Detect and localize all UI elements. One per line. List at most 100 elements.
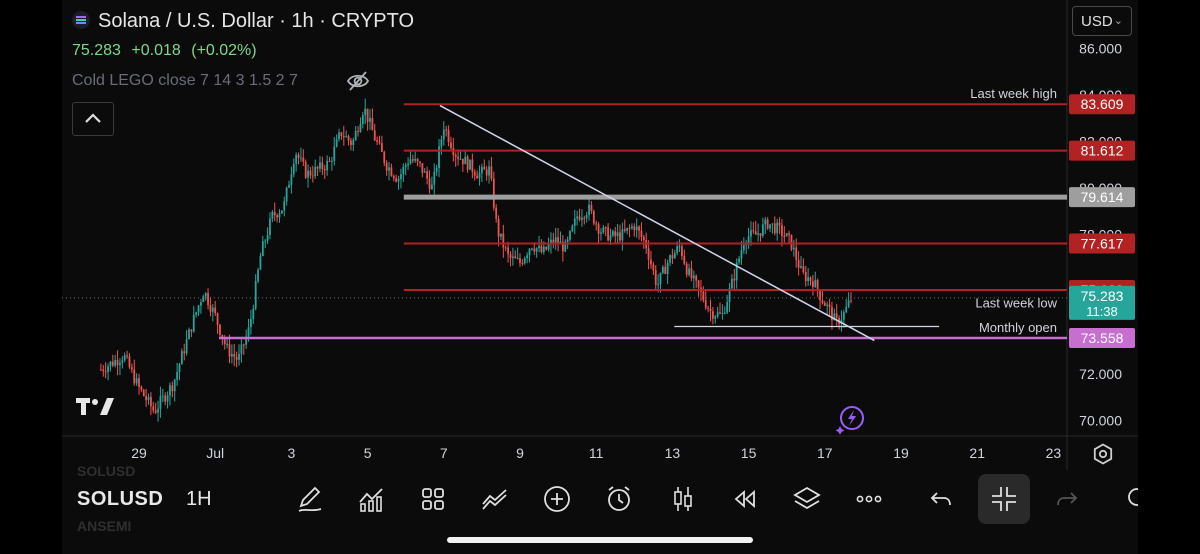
- candle-body: [395, 178, 398, 182]
- chart-title-text: Solana / U.S. Dollar · 1h · CRYPTO: [98, 10, 415, 32]
- layout-icon[interactable]: [418, 484, 448, 514]
- replay-icon[interactable]: [730, 484, 760, 514]
- candle-body: [602, 227, 605, 233]
- currency-select[interactable]: USD ⌄: [1072, 6, 1132, 36]
- candle-body: [564, 242, 567, 252]
- candle-body: [164, 395, 167, 402]
- search-icon[interactable]: [1122, 484, 1138, 514]
- candle-body: [528, 249, 531, 256]
- candle-body: [297, 154, 300, 158]
- candle-body: [735, 262, 738, 281]
- candle-body: [440, 139, 443, 147]
- candle-body: [519, 257, 521, 263]
- candle-body: [804, 271, 807, 282]
- candle-body: [200, 302, 202, 306]
- fullscreen-exit-button[interactable]: [978, 474, 1030, 524]
- candle-body: [816, 280, 819, 291]
- candle-body: [302, 157, 305, 162]
- candle-body: [764, 219, 767, 225]
- level-price-tag: [1069, 140, 1135, 161]
- symbol-button[interactable]: SOLUSD: [77, 488, 164, 510]
- redo-icon[interactable]: [1052, 484, 1082, 514]
- x-tick-label: 21: [969, 445, 985, 461]
- pencil-icon[interactable]: [295, 484, 325, 514]
- x-tick-label: 5: [364, 445, 372, 461]
- candle-body: [442, 129, 445, 140]
- candle-body: [781, 225, 783, 237]
- candle-body: [752, 230, 755, 232]
- x-tick-label: 29: [131, 445, 147, 461]
- candle-body: [204, 293, 207, 297]
- candle-body: [419, 161, 421, 164]
- price-chart[interactable]: 86.00084.00082.00080.00078.00072.00070.0…: [62, 0, 1138, 470]
- candle-body: [578, 216, 581, 220]
- candle-body: [802, 266, 805, 272]
- settings-icon[interactable]: [1092, 443, 1114, 465]
- candle-body: [473, 171, 476, 176]
- candle-body: [685, 263, 688, 275]
- candle-body: [547, 244, 550, 250]
- candle-body: [842, 312, 845, 320]
- candle-body: [380, 143, 383, 152]
- candle-body: [145, 396, 148, 401]
- candle-body: [676, 246, 679, 253]
- candle-body: [366, 108, 369, 122]
- candles-icon[interactable]: [668, 484, 698, 514]
- indicator-legend[interactable]: Cold LEGO close 7 14 3 1.5 2 7: [72, 72, 298, 89]
- candle-body: [621, 229, 624, 241]
- candle-body: [635, 226, 638, 230]
- candle-body: [626, 227, 629, 231]
- candle-body: [454, 154, 457, 157]
- candle-body: [214, 307, 217, 314]
- compare-icon[interactable]: [480, 484, 510, 514]
- chevron-up-icon: [85, 113, 101, 123]
- candle-body: [742, 245, 745, 251]
- candle-body: [245, 336, 248, 345]
- x-tick-label: 15: [741, 445, 757, 461]
- undo-icon[interactable]: [926, 484, 956, 514]
- layers-icon[interactable]: [792, 484, 822, 514]
- candle-body: [566, 239, 569, 243]
- x-tick-label: 17: [817, 445, 833, 461]
- interval-button[interactable]: 1H: [186, 488, 212, 510]
- candle-body: [623, 229, 626, 231]
- candle-body: [788, 233, 790, 235]
- candle-body: [773, 223, 776, 234]
- indicators-icon[interactable]: [356, 484, 386, 514]
- candle-body: [678, 246, 681, 248]
- candle-body: [819, 290, 821, 301]
- candle-body: [511, 256, 514, 258]
- ghost-symbol-top: SOLUSD: [77, 463, 136, 479]
- candle-body: [271, 211, 274, 219]
- y-tick-label: 86.000: [1079, 41, 1122, 57]
- candle-body: [321, 162, 324, 170]
- candle-body: [171, 385, 174, 392]
- candle-body: [464, 156, 467, 165]
- alarm-icon[interactable]: [604, 484, 634, 514]
- level-name: Last week high: [970, 86, 1057, 101]
- candle-body: [504, 247, 507, 249]
- more-icon[interactable]: [854, 484, 884, 514]
- candle-body: [688, 268, 690, 275]
- candle-body: [345, 136, 348, 138]
- candle-body: [490, 166, 493, 179]
- level-price-tag: [1069, 233, 1135, 254]
- candle-body: [459, 158, 462, 160]
- candle-body: [238, 353, 240, 360]
- candle-body: [390, 167, 393, 176]
- candle-body: [850, 300, 852, 302]
- bolt-icon[interactable]: [836, 404, 866, 434]
- candle-body: [669, 255, 671, 263]
- candle-body: [119, 362, 121, 366]
- candle-body: [192, 314, 195, 332]
- candle-body: [254, 281, 257, 309]
- eye-off-icon[interactable]: [346, 70, 370, 92]
- add-icon[interactable]: [542, 484, 572, 514]
- candle-body: [540, 245, 543, 253]
- collapse-legend-button[interactable]: [72, 102, 114, 136]
- candle-body: [847, 300, 850, 307]
- candle-body: [523, 258, 526, 264]
- candle-body: [404, 165, 407, 168]
- candle-body: [138, 378, 140, 387]
- candle-body: [107, 366, 109, 373]
